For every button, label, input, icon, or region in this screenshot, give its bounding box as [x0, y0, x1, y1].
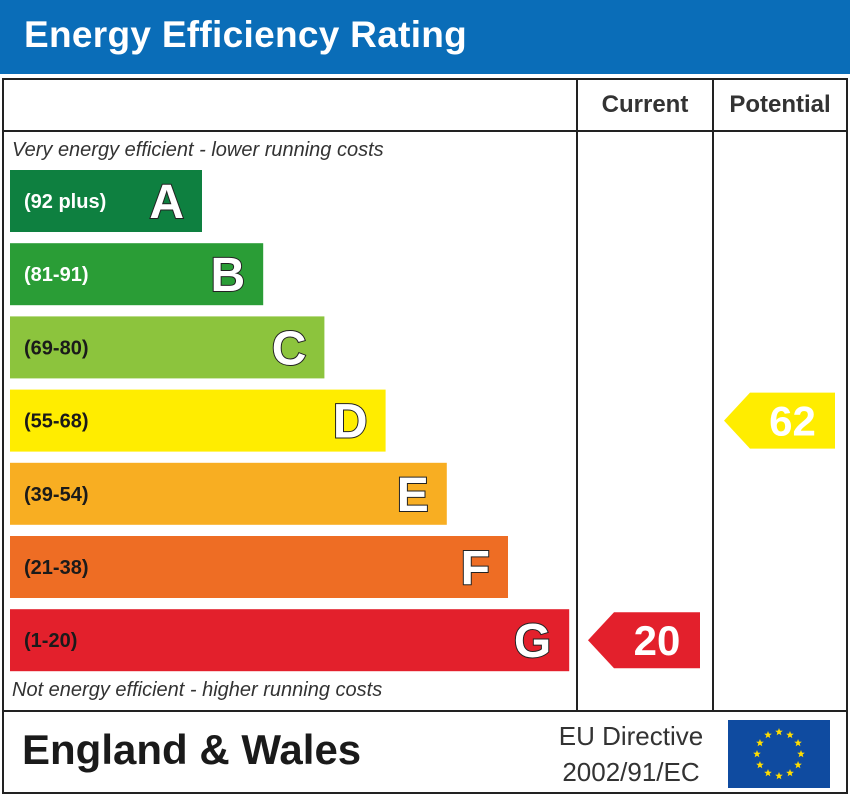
band-range-d: (55-68)	[24, 411, 88, 433]
band-range-e: (39-54)	[24, 484, 88, 506]
eu-directive-line2: 2002/91/EC	[562, 757, 700, 787]
eu-star-icon	[775, 728, 783, 736]
band-bar-e	[10, 462, 447, 525]
current-rating-value: 20	[634, 617, 681, 664]
top-note: Very energy efficient - lower running co…	[12, 139, 384, 161]
eu-star-icon	[775, 772, 783, 780]
eu-star-icon	[797, 750, 805, 758]
band-range-a: (92 plus)	[24, 191, 106, 213]
bottom-note: Not energy efficient - higher running co…	[12, 679, 383, 701]
band-letter-c: C	[272, 322, 307, 375]
band-bar-b	[10, 243, 264, 306]
band-range-f: (21-38)	[24, 557, 88, 579]
band-range-c: (69-80)	[24, 337, 88, 359]
eu-star-icon	[756, 739, 764, 747]
eu-star-icon	[753, 750, 761, 758]
header-bar: Energy Efficiency Rating	[0, 0, 850, 74]
eu-flag-icon	[728, 720, 830, 788]
eu-directive-text: EU Directive 2002/91/EC	[536, 718, 726, 790]
eu-star-icon	[786, 730, 794, 739]
band-letter-e: E	[397, 469, 429, 522]
current-column-header: Current	[601, 91, 689, 118]
band-letter-b: B	[211, 249, 246, 302]
band-bar-g	[10, 609, 570, 672]
chart-title: Energy Efficiency Rating	[24, 14, 468, 55]
eu-star-icon	[756, 761, 764, 769]
band-letter-d: D	[333, 396, 368, 449]
eu-star-icon	[764, 769, 772, 777]
band-bar-c	[10, 316, 325, 379]
eu-star-icon	[794, 739, 802, 747]
rating-table-frame	[2, 78, 848, 794]
band-range-b: (81-91)	[24, 264, 88, 286]
eu-star-icon	[786, 769, 794, 777]
eu-star-icon	[764, 730, 772, 739]
band-letter-a: A	[149, 176, 184, 229]
potential-column-header: Potential	[729, 91, 831, 118]
band-range-g: (1-20)	[24, 630, 77, 652]
potential-rating-value: 62	[769, 398, 816, 445]
eu-directive-line1: EU Directive	[558, 721, 704, 751]
table-border	[2, 78, 848, 794]
band-bar-a	[10, 170, 202, 232]
potential-rating-arrow	[724, 392, 835, 449]
region-label: England & Wales	[22, 726, 362, 773]
band-bar-d	[10, 389, 386, 452]
band-letter-f: F	[461, 542, 490, 595]
band-letter-g: G	[514, 615, 551, 668]
current-rating-arrow	[588, 612, 700, 669]
eu-star-icon	[794, 761, 802, 769]
band-bar-f	[10, 536, 508, 598]
